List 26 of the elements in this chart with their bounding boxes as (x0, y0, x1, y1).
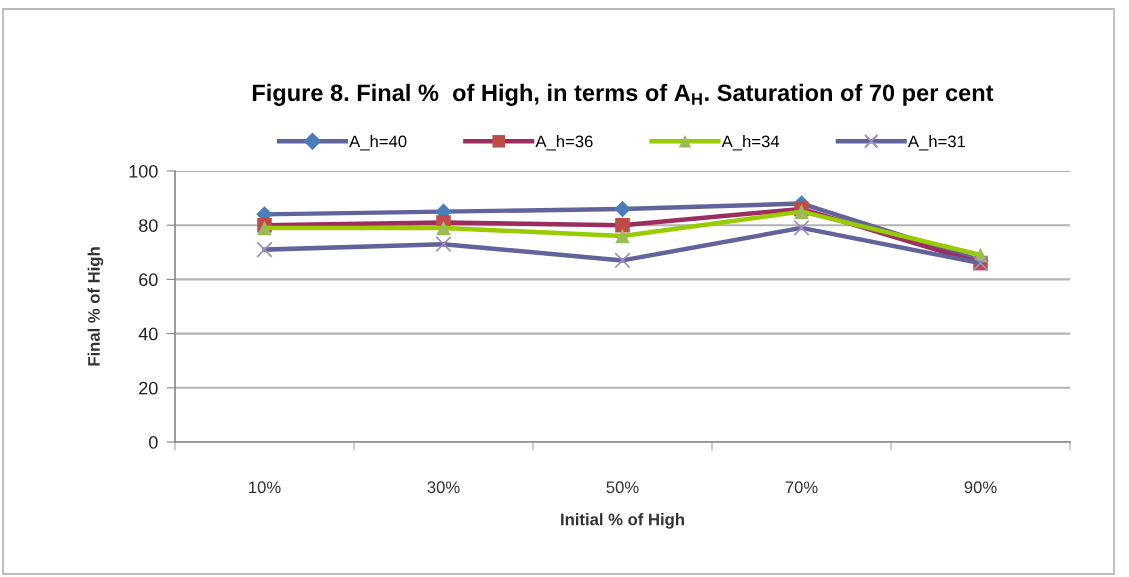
x-tick-label: 90% (964, 481, 997, 494)
x-tick-label: 70% (785, 481, 818, 494)
point (436, 220, 451, 236)
point (793, 219, 810, 237)
x-tick-label: 50% (606, 481, 639, 494)
y-tick-label: 20 (139, 381, 158, 395)
point (256, 241, 273, 258)
x-tick-label: 10% (249, 481, 281, 494)
legend-label: A_h=40 (349, 135, 407, 151)
y-axis-title: Final % of High (87, 247, 104, 366)
point (615, 217, 630, 233)
legend-label: A_h=31 (907, 135, 966, 151)
chart-title: Figure 8. Final % of High, in terms of A$_{H}$. Saturation of 70 per cent (252, 83, 994, 106)
x-tick-label: 30% (427, 481, 460, 494)
legend-label: A_h=36 (535, 135, 593, 151)
x-axis-title: Initial % of High (561, 513, 684, 529)
y-tick-label: 0 (149, 435, 158, 449)
y-tick-label: 60 (139, 273, 158, 287)
point (615, 228, 630, 244)
y-tick-label: 40 (138, 327, 158, 341)
point (435, 236, 452, 253)
y-tick-label: 80 (139, 219, 158, 232)
legend-label: A_h=34 (721, 135, 780, 151)
y-tick-label: 100 (129, 164, 158, 178)
point (614, 252, 631, 269)
point (614, 200, 631, 218)
